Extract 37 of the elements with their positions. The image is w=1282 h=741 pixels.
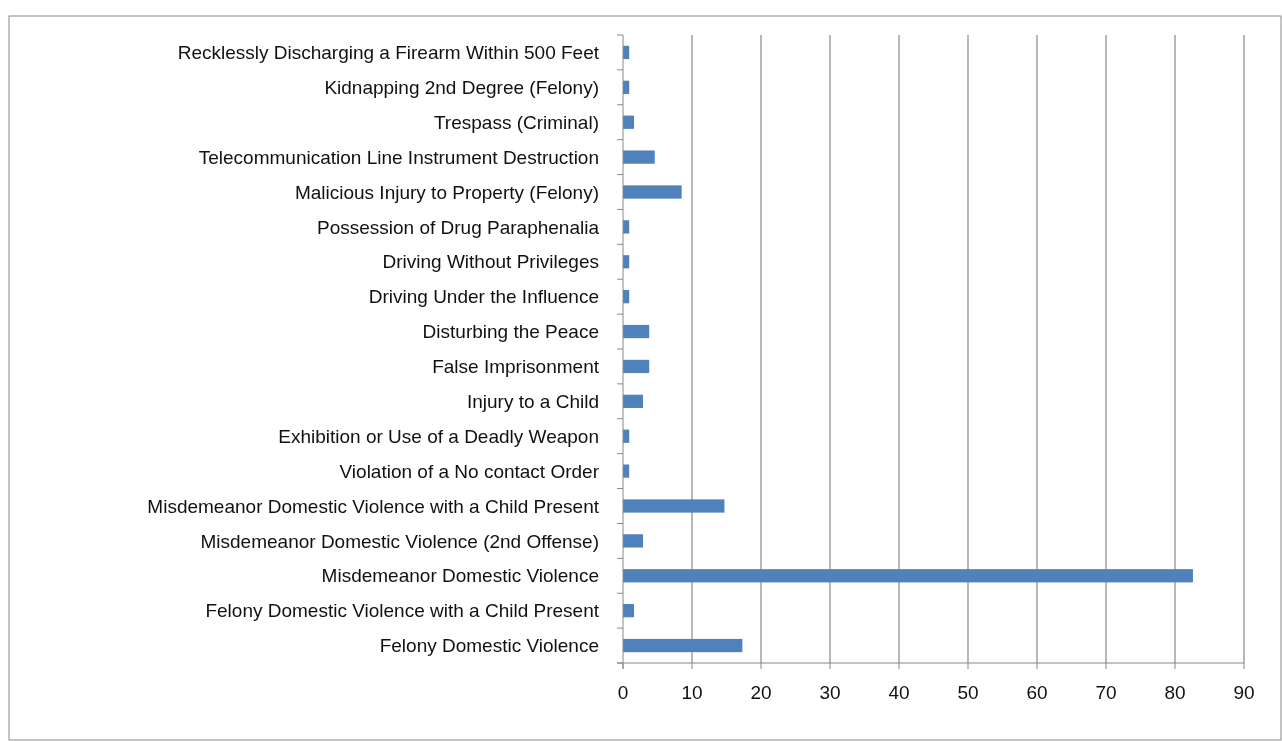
y-tick-label: Felony Domestic Violence [379,635,599,657]
y-tick-label: Exhibition or Use of a Deadly Weapon [278,425,599,447]
y-tick-label: Possession of Drug Paraphenalia [316,216,600,238]
bar [623,359,650,374]
x-tick-label: 60 [1026,682,1048,703]
x-tick-label: 20 [750,682,772,703]
y-tick-label: False Imprisonment [432,356,600,378]
x-tick-label: 10 [681,682,703,703]
bar [623,534,644,548]
x-tick-label: 80 [1164,682,1186,703]
y-tick-label: Telecommunication Line Instrument Destruction [198,146,599,168]
bar [623,394,644,408]
y-tick-label: Malicious Injury to Property (Felony) [294,181,599,203]
y-tick-label: Felony Domestic Violence with a Child Present [205,600,600,622]
y-tick-label: Driving Under the Influence [368,286,599,308]
bar [623,499,725,513]
y-tick-label: Misdemeanor Domestic Violence with a Child Present [147,495,600,517]
y-tick-label: Injury to a Child [466,390,599,412]
y-tick-label: Trespass (Criminal) [433,111,599,133]
y-tick-label: Recklessly Discharging a Firearm Within 500 Feet [177,42,600,64]
x-tick-label: 40 [888,682,910,703]
x-tick-label: 0 [617,682,629,703]
bar [623,324,650,339]
x-tick-label: 50 [957,682,979,703]
y-tick-label: Misdemeanor Domestic Violence (2nd Offense) [200,530,599,552]
y-tick-label: Disturbing the Peace [422,321,599,343]
y-tick-label: Kidnapping 2nd Degree (Felony) [324,76,599,98]
bar [623,150,655,164]
x-tick-label: 30 [819,682,841,703]
bar [623,569,1193,583]
x-tick-label: 90 [1233,682,1255,703]
y-tick-label: Misdemeanor Domestic Violence [321,565,599,587]
y-tick-label: Violation of a No contact Order [339,460,600,482]
bar [623,185,682,199]
x-tick-label: 70 [1095,682,1117,703]
y-tick-label: Driving Without Privileges [382,251,599,273]
bar [623,638,743,653]
